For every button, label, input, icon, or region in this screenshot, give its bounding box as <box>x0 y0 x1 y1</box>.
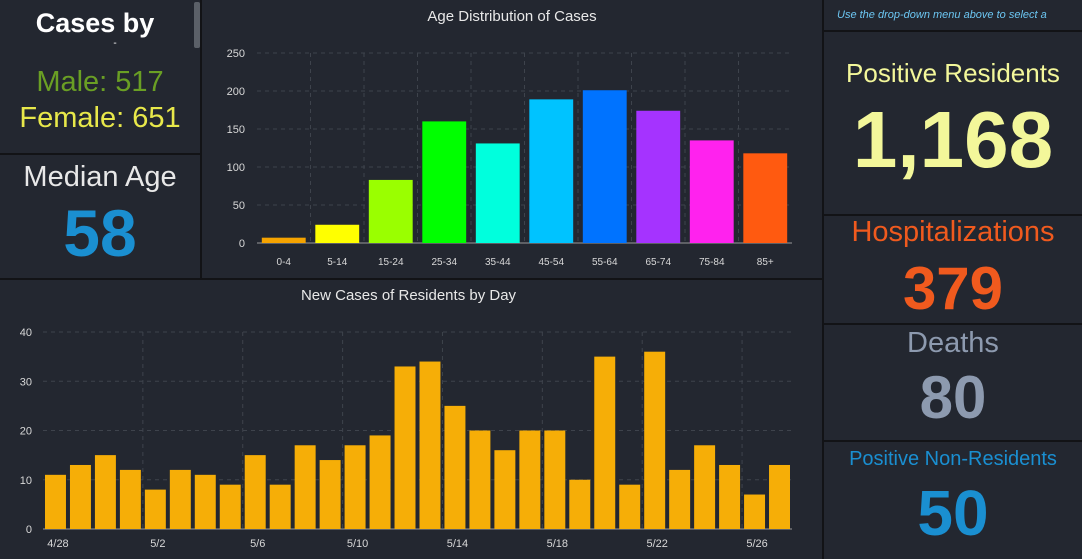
age-bar <box>582 90 627 244</box>
x-tick-label: 5/10 <box>347 538 368 550</box>
age-bar <box>475 143 520 243</box>
hospitalizations-value: 379 <box>902 255 1004 322</box>
cases-by-sex-panel: Cases by - Male: 517 Female: 651 <box>0 0 200 153</box>
x-tick-label: 45-54 <box>538 257 564 268</box>
age-bar <box>529 99 574 243</box>
y-tick-label: 150 <box>227 124 245 136</box>
age-bar <box>743 153 788 243</box>
daily-bar <box>644 351 666 529</box>
hospitalizations-panel: Hospitalizations 379 <box>824 216 1082 323</box>
daily-bar <box>494 450 516 529</box>
x-tick-label: 55-64 <box>592 257 618 268</box>
deaths-value: 80 <box>919 364 987 431</box>
daily-bar <box>94 455 116 529</box>
female-count: Female: 651 <box>19 102 181 134</box>
daily-bar <box>419 361 441 529</box>
x-tick-label: 5/2 <box>150 538 165 550</box>
y-tick-label: 250 <box>227 48 245 60</box>
x-tick-label: 0-4 <box>277 257 292 268</box>
positive-non-residents-panel: Positive Non-Residents 50 <box>824 442 1082 559</box>
x-tick-label: 75-84 <box>699 257 725 268</box>
y-tick-label: 40 <box>20 327 32 339</box>
positive-non-residents-value: 50 <box>917 477 989 549</box>
daily-chart-title: New Cases of Residents by Day <box>300 287 517 304</box>
instruction-note: Use the drop-down menu above to select a <box>837 9 1047 21</box>
daily-bar <box>769 464 790 529</box>
age-bar <box>368 179 413 243</box>
instruction-panel: Use the drop-down menu above to select a <box>824 0 1082 30</box>
daily-bar <box>544 430 566 529</box>
y-tick-label: 50 <box>233 200 245 212</box>
y-tick-label: 20 <box>20 426 32 438</box>
x-tick-label: 65-74 <box>645 257 671 268</box>
panel-scrollbar[interactable] <box>194 2 200 48</box>
daily-bar <box>394 366 416 529</box>
daily-bar <box>219 484 241 529</box>
y-tick-label: 10 <box>20 475 32 487</box>
daily-bar <box>444 405 466 529</box>
x-tick-label: 85+ <box>757 257 774 268</box>
x-tick-label: 5/18 <box>547 538 568 550</box>
cases-by-title-continuation: - <box>113 38 117 49</box>
age-bar <box>422 121 467 243</box>
daily-bar <box>45 474 66 529</box>
age-distribution-chart: 0 50 100 150 200 250 0-4 5-14 15-24 25-34 35-44 45-… <box>227 48 792 268</box>
y-tick-label: 100 <box>227 162 245 174</box>
daily-bar <box>694 445 716 529</box>
daily-bar <box>119 469 141 529</box>
positive-residents-value: 1,168 <box>852 95 1054 184</box>
x-tick-label: 4/28 <box>47 538 68 550</box>
male-count: Male: 517 <box>36 66 164 98</box>
daily-cases-panel: New Cases of Residents by Day 0 10 20 30 40 4… <box>0 280 822 559</box>
daily-bar <box>744 494 766 529</box>
x-tick-label: 5/26 <box>746 538 767 550</box>
y-tick-label: 0 <box>26 524 32 536</box>
age-bar <box>636 110 681 243</box>
daily-bar <box>269 484 291 529</box>
daily-bar <box>169 469 191 529</box>
y-tick-label: 0 <box>239 238 245 250</box>
age-distribution-panel: Age Distribution of Cases 0 50 100 150 200 25… <box>202 0 822 278</box>
daily-bar <box>319 460 341 529</box>
median-age-panel: Median Age 58 <box>0 155 200 278</box>
y-tick-label: 200 <box>227 86 245 98</box>
deaths-label: Deaths <box>907 327 999 359</box>
daily-bar <box>469 430 491 529</box>
x-tick-label: 5/14 <box>447 538 468 550</box>
y-tick-label: 30 <box>20 376 32 388</box>
age-bar <box>689 140 734 243</box>
daily-cases-chart: 0 10 20 30 40 4/28 5/2 5/6 5/10 5/14 5/18 5/22 5/26 <box>20 327 792 550</box>
age-bar <box>315 224 360 243</box>
positive-non-residents-label: Positive Non-Residents <box>849 448 1057 470</box>
daily-bar <box>369 435 391 529</box>
x-tick-label: 35-44 <box>485 257 511 268</box>
daily-bar <box>294 445 316 529</box>
positive-residents-panel: Positive Residents 1,168 <box>824 32 1082 214</box>
x-tick-label: 5/22 <box>646 538 667 550</box>
x-tick-label: 25-34 <box>431 257 457 268</box>
daily-bar <box>669 469 691 529</box>
daily-bar <box>69 464 91 529</box>
deaths-panel: Deaths 80 <box>824 325 1082 440</box>
daily-bar <box>144 489 166 529</box>
median-age-label: Median Age <box>23 161 177 193</box>
median-age-value: 58 <box>63 196 137 270</box>
daily-bar <box>519 430 541 529</box>
x-tick-label: 15-24 <box>378 257 404 268</box>
hospitalizations-label: Hospitalizations <box>851 216 1055 248</box>
age-chart-title: Age Distribution of Cases <box>427 8 597 25</box>
x-tick-label: 5/6 <box>250 538 265 550</box>
cases-by-title: Cases by <box>35 8 155 38</box>
daily-bar <box>594 356 616 529</box>
daily-bar <box>244 455 266 529</box>
positive-residents-label: Positive Residents <box>846 58 1060 88</box>
daily-bar <box>719 464 741 529</box>
daily-bar <box>194 474 216 529</box>
x-tick-label: 5-14 <box>327 257 347 268</box>
daily-bar <box>344 445 366 529</box>
age-bar <box>261 237 306 243</box>
daily-bar <box>619 484 641 529</box>
daily-bar <box>569 479 591 529</box>
